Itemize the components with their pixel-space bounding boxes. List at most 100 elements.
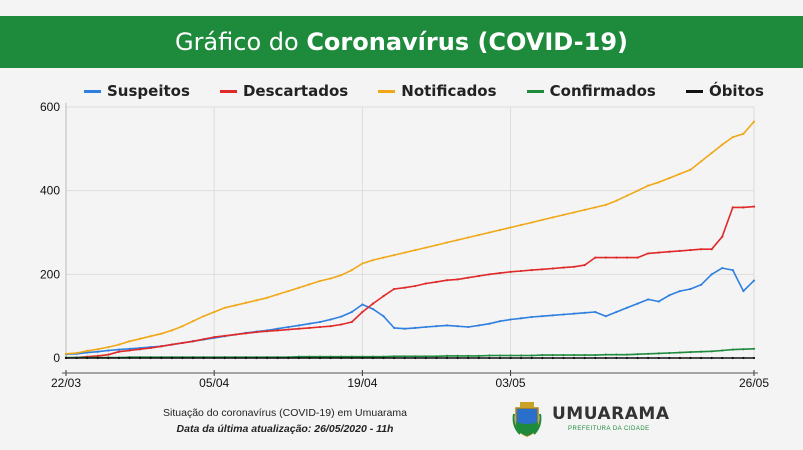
data-point-3 bbox=[689, 351, 692, 354]
data-point-3 bbox=[445, 354, 449, 358]
data-point-1 bbox=[647, 252, 650, 255]
data-point-0 bbox=[371, 307, 375, 311]
data-point-0 bbox=[276, 327, 279, 330]
data-point-2 bbox=[403, 251, 406, 254]
data-point-0 bbox=[541, 315, 544, 318]
data-point-0 bbox=[731, 269, 734, 272]
data-point-3 bbox=[731, 348, 734, 351]
data-point-2 bbox=[371, 259, 375, 262]
data-point-4 bbox=[117, 356, 121, 360]
x-tick-label: 03/05 bbox=[496, 376, 526, 390]
data-point-0 bbox=[498, 320, 502, 323]
data-point-4 bbox=[287, 356, 290, 360]
data-point-2 bbox=[117, 343, 121, 346]
data-point-1 bbox=[329, 325, 332, 328]
data-point-4 bbox=[424, 356, 427, 360]
data-point-0 bbox=[572, 312, 576, 315]
data-point-0 bbox=[340, 315, 343, 318]
data-point-1 bbox=[477, 274, 480, 278]
data-point-1 bbox=[625, 256, 629, 259]
data-point-1 bbox=[615, 256, 618, 259]
data-point-1 bbox=[699, 248, 703, 251]
data-point-2 bbox=[86, 349, 89, 352]
data-point-0 bbox=[488, 322, 491, 325]
data-point-4 bbox=[657, 356, 660, 360]
data-point-1 bbox=[96, 354, 99, 358]
legend-item-2: Notificados bbox=[378, 82, 497, 100]
data-point-3 bbox=[594, 353, 597, 357]
data-point-2 bbox=[488, 231, 491, 234]
data-point-1 bbox=[710, 248, 713, 251]
data-point-1 bbox=[308, 326, 311, 329]
data-point-1 bbox=[488, 273, 491, 276]
data-point-1 bbox=[170, 343, 173, 346]
data-point-4 bbox=[371, 356, 375, 360]
data-point-2 bbox=[361, 262, 364, 265]
data-point-1 bbox=[138, 348, 142, 351]
data-point-1 bbox=[318, 325, 322, 329]
data-point-2 bbox=[520, 223, 523, 227]
data-point-1 bbox=[350, 320, 353, 324]
city-coat-of-arms-icon bbox=[512, 402, 542, 437]
data-point-1 bbox=[361, 310, 364, 314]
data-point-4 bbox=[244, 356, 248, 360]
data-point-0 bbox=[710, 273, 713, 276]
legend-swatch bbox=[84, 89, 101, 93]
data-point-4 bbox=[477, 356, 480, 360]
data-point-4 bbox=[445, 356, 449, 360]
data-point-2 bbox=[75, 351, 78, 355]
data-point-2 bbox=[160, 332, 163, 335]
data-point-2 bbox=[181, 325, 184, 328]
data-point-3 bbox=[752, 347, 756, 350]
data-point-0 bbox=[509, 318, 512, 321]
legend-label: Notificados bbox=[401, 82, 497, 100]
data-point-4 bbox=[149, 356, 152, 360]
data-point-4 bbox=[75, 356, 78, 360]
data-point-2 bbox=[498, 228, 502, 232]
data-point-2 bbox=[266, 296, 269, 299]
data-point-1 bbox=[160, 345, 163, 348]
data-point-0 bbox=[86, 351, 89, 354]
data-point-2 bbox=[223, 306, 226, 309]
data-point-4 bbox=[403, 356, 406, 360]
data-point-4 bbox=[699, 356, 703, 360]
data-point-0 bbox=[562, 313, 565, 316]
data-point-4 bbox=[255, 356, 258, 360]
data-point-0 bbox=[308, 322, 311, 325]
data-point-4 bbox=[615, 356, 618, 360]
data-point-2 bbox=[731, 136, 734, 139]
data-point-2 bbox=[276, 293, 279, 296]
data-point-3 bbox=[509, 354, 512, 357]
data-point-3 bbox=[678, 351, 682, 354]
data-point-2 bbox=[64, 352, 68, 355]
data-point-1 bbox=[678, 249, 682, 253]
data-point-2 bbox=[308, 283, 311, 286]
data-point-0 bbox=[297, 324, 300, 327]
data-point-1 bbox=[128, 349, 131, 352]
footer-note: Situação do coronavírus (COVID-19) em Um… bbox=[150, 405, 420, 437]
data-point-1 bbox=[456, 278, 459, 281]
data-point-0 bbox=[615, 310, 618, 314]
data-point-2 bbox=[541, 218, 544, 222]
data-point-4 bbox=[710, 356, 713, 360]
data-point-4 bbox=[530, 356, 533, 360]
data-point-0 bbox=[318, 320, 322, 324]
data-point-4 bbox=[181, 356, 184, 360]
data-point-3 bbox=[636, 353, 639, 356]
data-point-2 bbox=[297, 286, 300, 289]
data-point-2 bbox=[509, 226, 512, 229]
data-point-2 bbox=[340, 274, 343, 277]
data-point-4 bbox=[266, 356, 269, 360]
data-point-2 bbox=[572, 211, 576, 214]
data-point-4 bbox=[498, 356, 502, 360]
legend-label: Óbitos bbox=[708, 82, 764, 100]
data-point-1 bbox=[445, 279, 449, 282]
data-point-4 bbox=[678, 356, 682, 360]
data-point-3 bbox=[403, 355, 406, 358]
data-point-4 bbox=[128, 356, 131, 360]
data-point-4 bbox=[223, 356, 226, 360]
data-point-1 bbox=[721, 235, 724, 238]
y-tick-label: 200 bbox=[40, 267, 60, 281]
data-point-4 bbox=[170, 356, 173, 360]
line-chart: 0 200 400 600 22/03 05/04 19/04 03/05 26/05 bbox=[40, 100, 769, 390]
